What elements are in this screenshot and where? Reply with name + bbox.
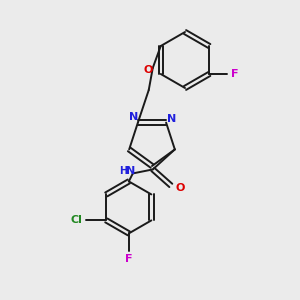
Text: N: N <box>126 167 136 176</box>
Text: H: H <box>119 167 127 176</box>
Text: N: N <box>167 114 177 124</box>
Text: N: N <box>129 112 139 122</box>
Text: F: F <box>232 69 239 79</box>
Text: F: F <box>125 254 133 264</box>
Text: O: O <box>143 65 152 75</box>
Text: O: O <box>175 183 184 194</box>
Text: Cl: Cl <box>70 215 82 225</box>
